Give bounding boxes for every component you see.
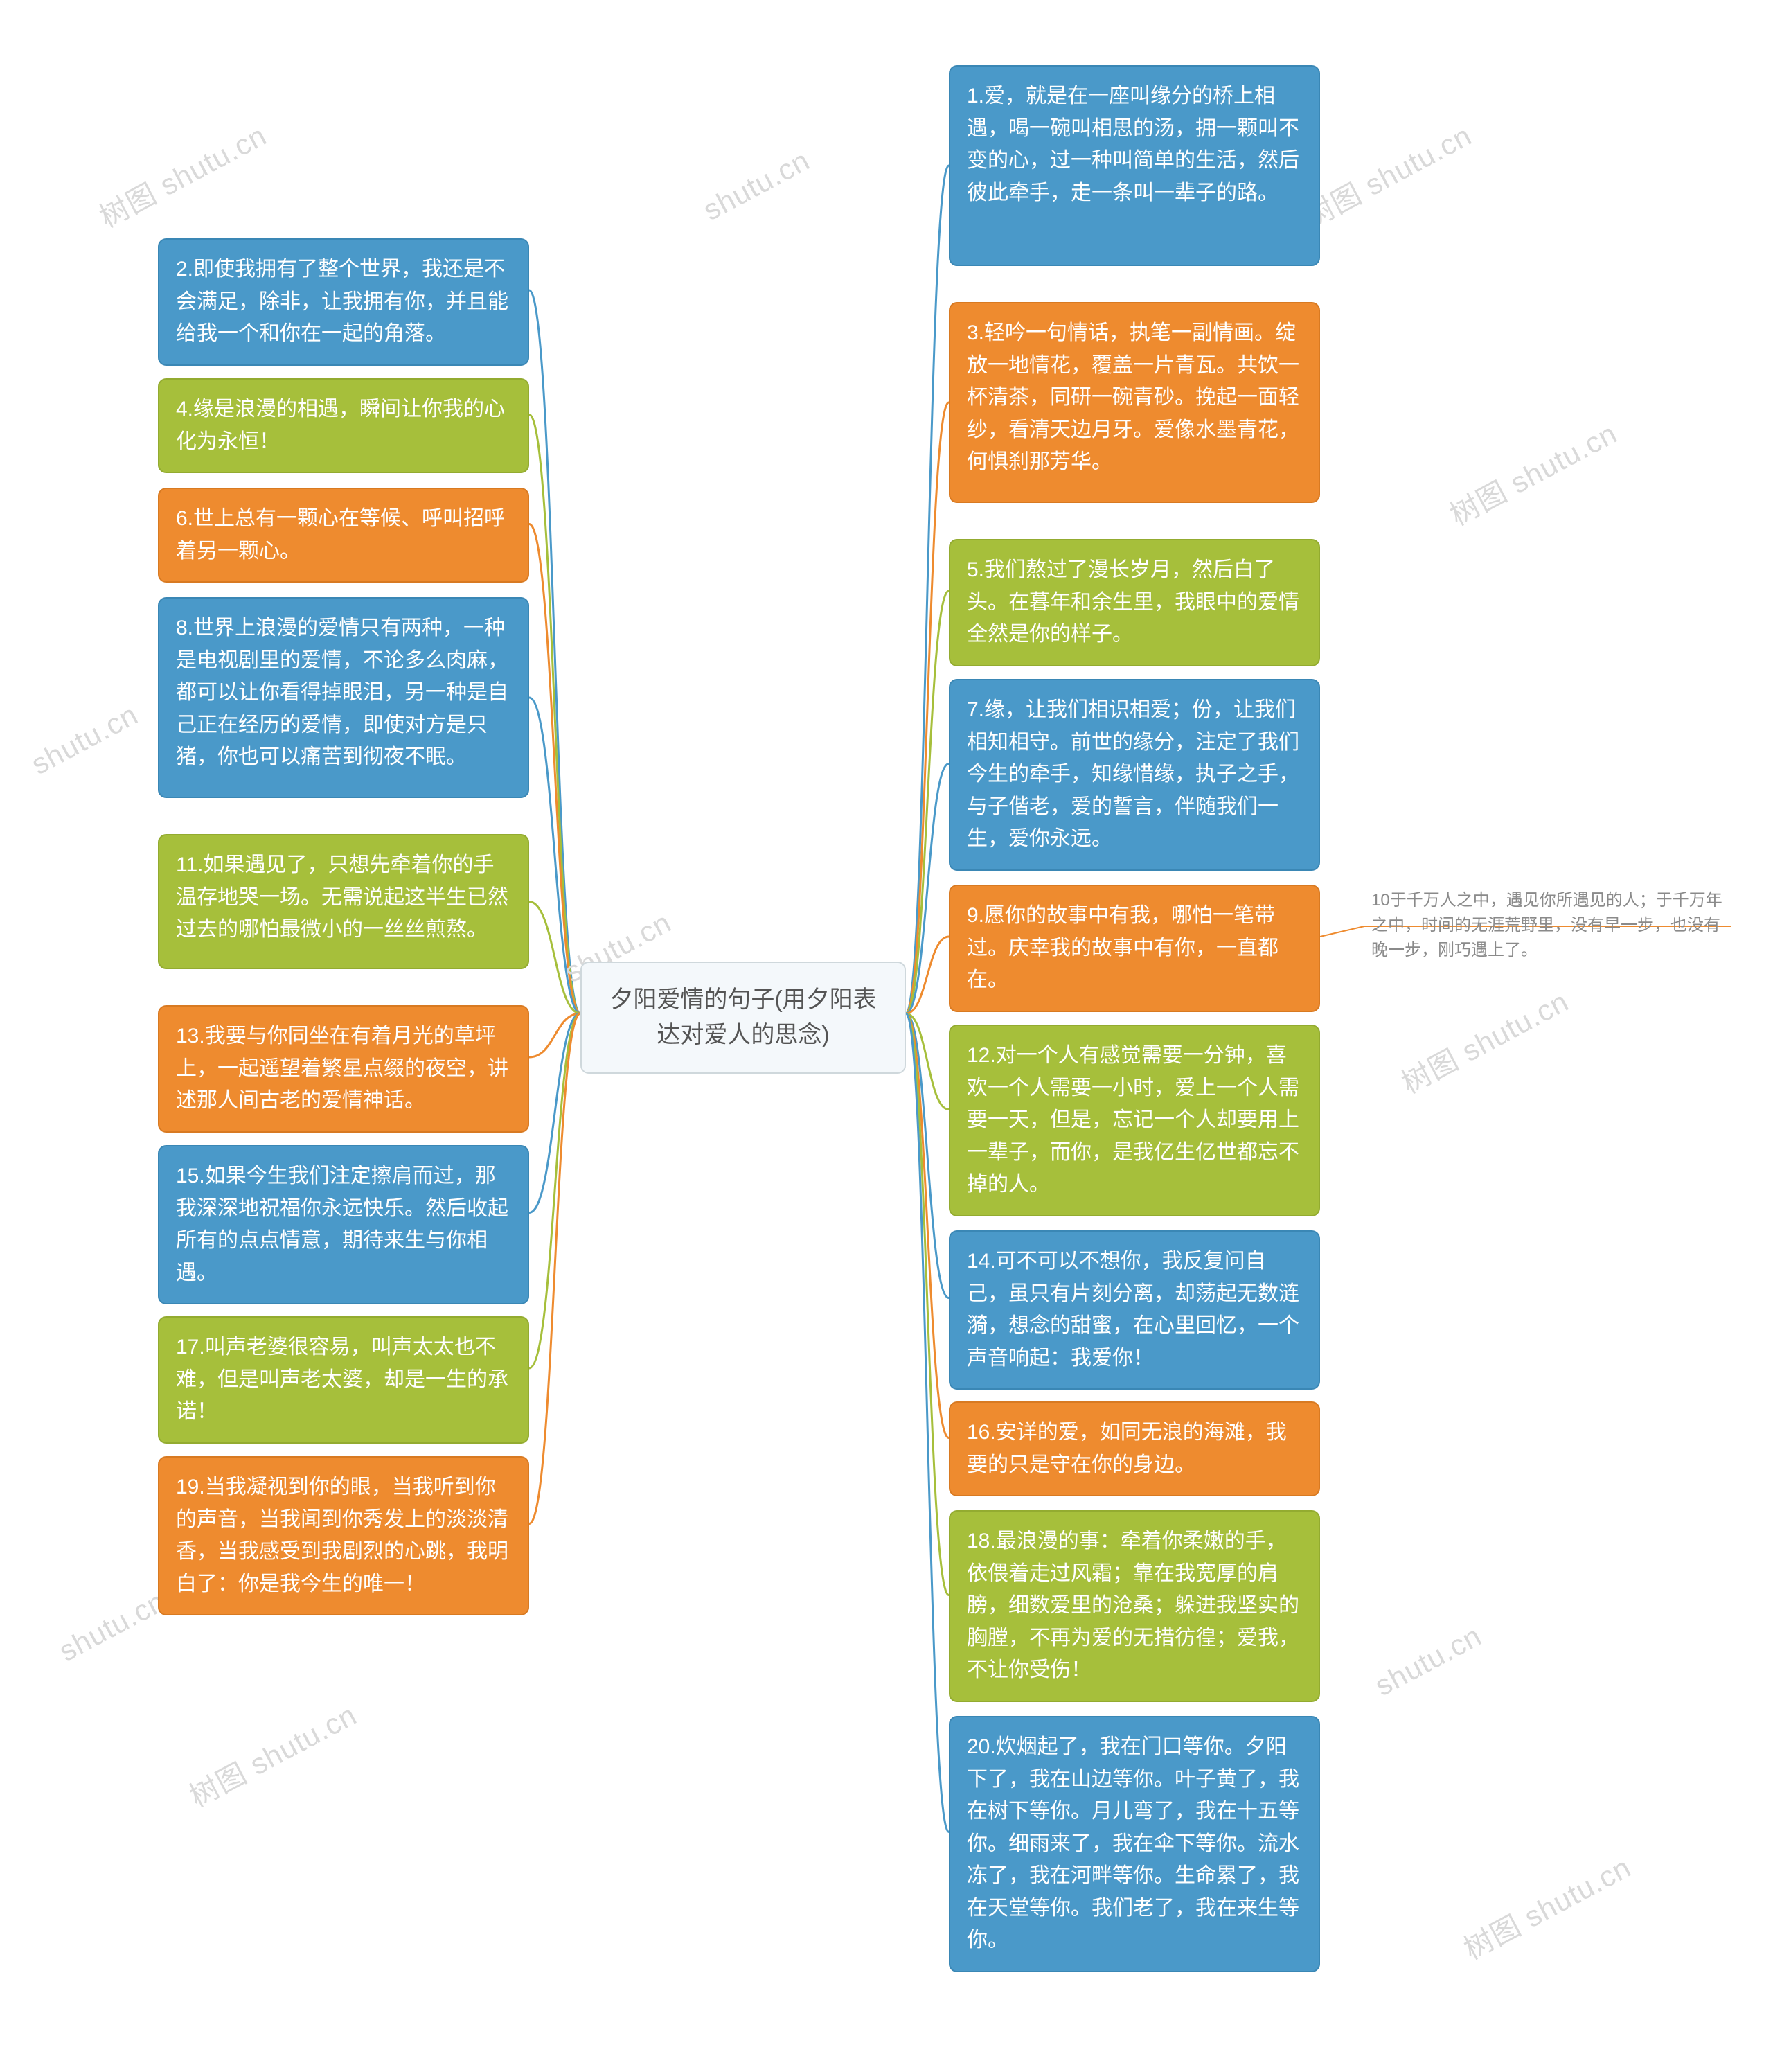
node-n18[interactable]: 18.最浪漫的事：牵着你柔嫩的手，依偎着走过风霜；靠在我宽厚的肩膀，细数爱里的沧… <box>949 1510 1320 1702</box>
node-text: 16.安详的爱，如同无浪的海滩，我要的只是守在你的身边。 <box>967 1421 1287 1476</box>
node-text: 6.世上总有一颗心在等候、呼叫招呼着另一颗心。 <box>176 507 505 563</box>
watermark: shutu.cn <box>697 143 815 227</box>
node-n2[interactable]: 2.即使我拥有了整个世界，我还是不会满足，除非，让我拥有你，并且能给我一个和你在… <box>158 238 529 366</box>
node-n1[interactable]: 1.爱，就是在一座叫缘分的桥上相遇，喝一碗叫相思的汤，拥一颗叫不变的心，过一种叫… <box>949 65 1320 266</box>
leaf-note-text: 10于千万人之中，遇见你所遇见的人；于千万年之中，时间的无涯荒野里，没有早一步，… <box>1371 891 1722 959</box>
node-n14[interactable]: 14.可不可以不想你，我反复问自己，虽只有片刻分离，却荡起无数涟漪，想念的甜蜜，… <box>949 1230 1320 1390</box>
node-n11[interactable]: 11.如果遇见了，只想先牵着你的手温存地哭一场。无需说起这半生已然过去的哪怕最微… <box>158 834 529 969</box>
node-text: 3.轻吟一句情话，执笔一副情画。绽放一地情花，覆盖一片青瓦。共饮一杯清茶，同研一… <box>967 321 1299 473</box>
node-n19[interactable]: 19.当我凝视到你的眼，当我听到你的声音，当我闻到你秀发上的淡淡清香，当我感受到… <box>158 1456 529 1615</box>
node-text: 4.缘是浪漫的相遇，瞬间让你我的心化为永恒！ <box>176 398 505 453</box>
node-text: 7.缘，让我们相识相爱；份，让我们相知相守。前世的缘分，注定了我们今生的牵手，知… <box>967 698 1299 850</box>
node-n7[interactable]: 7.缘，让我们相识相爱；份，让我们相知相守。前世的缘分，注定了我们今生的牵手，知… <box>949 679 1320 871</box>
node-n15[interactable]: 15.如果今生我们注定擦肩而过，那我深深地祝福你永远快乐。然后收起所有的点点情意… <box>158 1145 529 1304</box>
node-n9[interactable]: 9.愿你的故事中有我，哪怕一笔带过。庆幸我的故事中有你，一直都在。 <box>949 885 1320 1012</box>
node-text: 20.炊烟起了，我在门口等你。夕阳下了，我在山边等你。叶子黄了，我在树下等你。月… <box>967 1735 1299 1951</box>
node-text: 2.即使我拥有了整个世界，我还是不会满足，除非，让我拥有你，并且能给我一个和你在… <box>176 258 508 345</box>
node-text: 17.叫声老婆很容易，叫声太太也不难，但是叫声老太婆，却是一生的承诺！ <box>176 1336 508 1423</box>
node-text: 8.世界上浪漫的爱情只有两种，一种是电视剧里的爱情，不论多么肉麻，都可以让你看得… <box>176 617 508 768</box>
node-text: 19.当我凝视到你的眼，当我听到你的声音，当我闻到你秀发上的淡淡清香，当我感受到… <box>176 1476 508 1595</box>
node-n20[interactable]: 20.炊烟起了，我在门口等你。夕阳下了，我在山边等你。叶子黄了，我在树下等你。月… <box>949 1716 1320 1972</box>
watermark: 树图 shutu.cn <box>181 1692 363 1816</box>
center-topic-text: 夕阳爱情的句子(用夕阳表达对爱人的思念) <box>609 986 876 1048</box>
node-text: 13.我要与你同坐在有着月光的草坪上，一起遥望着繁星点缀的夜空，讲述那人间古老的… <box>176 1025 508 1112</box>
node-text: 1.爱，就是在一座叫缘分的桥上相遇，喝一碗叫相思的汤，拥一颗叫不变的心，过一种叫… <box>967 85 1299 204</box>
node-text: 15.如果今生我们注定擦肩而过，那我深深地祝福你永远快乐。然后收起所有的点点情意… <box>176 1165 508 1284</box>
node-n6[interactable]: 6.世上总有一颗心在等候、呼叫招呼着另一颗心。 <box>158 488 529 583</box>
leaf-note-10[interactable]: 10于千万人之中，遇见你所遇见的人；于千万年之中，时间的无涯荒野里，没有早一步，… <box>1371 888 1731 963</box>
node-text: 11.如果遇见了，只想先牵着你的手温存地哭一场。无需说起这半生已然过去的哪怕最微… <box>176 853 508 941</box>
node-n17[interactable]: 17.叫声老婆很容易，叫声太太也不难，但是叫声老太婆，却是一生的承诺！ <box>158 1316 529 1444</box>
node-n13[interactable]: 13.我要与你同坐在有着月光的草坪上，一起遥望着繁星点缀的夜空，讲述那人间古老的… <box>158 1005 529 1133</box>
watermark: 树图 shutu.cn <box>91 113 273 236</box>
node-text: 9.愿你的故事中有我，哪怕一笔带过。庆幸我的故事中有你，一直都在。 <box>967 904 1278 991</box>
watermark: shutu.cn <box>53 1584 171 1668</box>
node-text: 14.可不可以不想你，我反复问自己，虽只有片刻分离，却荡起无数涟漪，想念的甜蜜，… <box>967 1250 1299 1370</box>
node-n3[interactable]: 3.轻吟一句情话，执笔一副情画。绽放一地情花，覆盖一片青瓦。共饮一杯清茶，同研一… <box>949 302 1320 503</box>
center-topic[interactable]: 夕阳爱情的句子(用夕阳表达对爱人的思念) <box>580 962 906 1074</box>
node-n8[interactable]: 8.世界上浪漫的爱情只有两种，一种是电视剧里的爱情，不论多么肉麻，都可以让你看得… <box>158 597 529 798</box>
node-text: 5.我们熬过了漫长岁月，然后白了头。在暮年和余生里，我眼中的爱情全然是你的样子。 <box>967 558 1299 646</box>
node-n12[interactable]: 12.对一个人有感觉需要一分钟，喜欢一个人需要一小时，爱上一个人需要一天，但是，… <box>949 1025 1320 1216</box>
watermark: shutu.cn <box>1369 1619 1487 1703</box>
watermark: 树图 shutu.cn <box>1393 979 1575 1102</box>
watermark: 树图 shutu.cn <box>1441 411 1623 534</box>
node-n4[interactable]: 4.缘是浪漫的相遇，瞬间让你我的心化为永恒！ <box>158 378 529 473</box>
node-text: 12.对一个人有感觉需要一分钟，喜欢一个人需要一小时，爱上一个人需要一天，但是，… <box>967 1044 1299 1196</box>
watermark: shutu.cn <box>26 698 143 781</box>
node-text: 18.最浪漫的事：牵着你柔嫩的手，依偎着走过风霜；靠在我宽厚的肩膀，细数爱里的沧… <box>967 1530 1299 1681</box>
watermark: 树图 shutu.cn <box>1455 1845 1637 1968</box>
watermark: 树图 shutu.cn <box>1296 113 1478 236</box>
node-n5[interactable]: 5.我们熬过了漫长岁月，然后白了头。在暮年和余生里，我眼中的爱情全然是你的样子。 <box>949 539 1320 666</box>
mindmap-canvas: 树图 shutu.cnshutu.cn树图 shutu.cn树图 shutu.c… <box>0 0 1773 2072</box>
node-n16[interactable]: 16.安详的爱，如同无浪的海滩，我要的只是守在你的身边。 <box>949 1401 1320 1496</box>
